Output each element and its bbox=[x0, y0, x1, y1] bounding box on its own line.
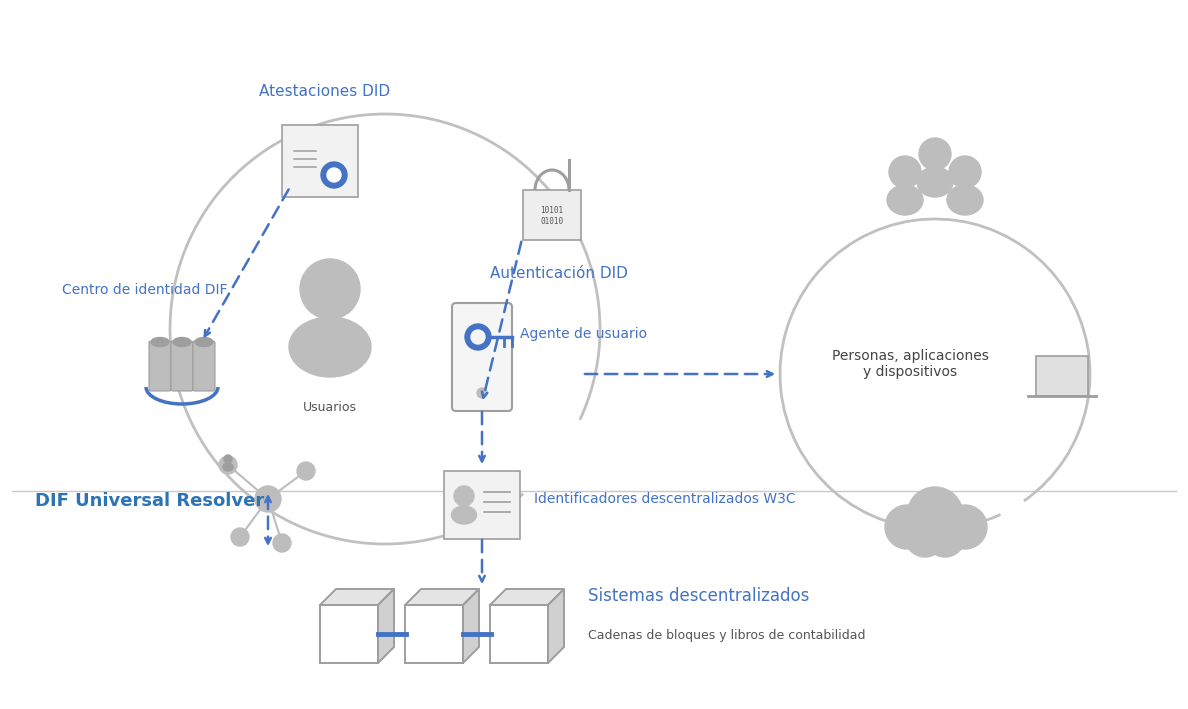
Ellipse shape bbox=[451, 506, 476, 524]
Circle shape bbox=[943, 505, 987, 549]
Circle shape bbox=[273, 534, 291, 552]
Circle shape bbox=[327, 168, 341, 182]
Text: Atestaciones DID: Atestaciones DID bbox=[259, 84, 391, 99]
Polygon shape bbox=[463, 589, 479, 663]
FancyBboxPatch shape bbox=[148, 341, 171, 391]
Text: DIF Universal Resolver: DIF Universal Resolver bbox=[34, 492, 264, 510]
Circle shape bbox=[470, 330, 485, 344]
Text: Personas, aplicaciones
y dispositivos: Personas, aplicaciones y dispositivos bbox=[832, 349, 988, 379]
Circle shape bbox=[925, 517, 965, 557]
Circle shape bbox=[219, 456, 236, 474]
Circle shape bbox=[885, 505, 929, 549]
Circle shape bbox=[225, 455, 232, 463]
Text: Agente de usuario: Agente de usuario bbox=[520, 327, 647, 341]
Circle shape bbox=[906, 487, 963, 543]
Polygon shape bbox=[489, 589, 564, 605]
Circle shape bbox=[230, 528, 249, 546]
Ellipse shape bbox=[947, 185, 982, 215]
Circle shape bbox=[478, 388, 487, 398]
FancyBboxPatch shape bbox=[451, 303, 512, 411]
Text: Usuarios: Usuarios bbox=[303, 401, 358, 414]
Text: Sistemas descentralizados: Sistemas descentralizados bbox=[588, 587, 809, 605]
Ellipse shape bbox=[173, 337, 191, 347]
Ellipse shape bbox=[195, 337, 213, 347]
Text: 10101
01010: 10101 01010 bbox=[541, 206, 563, 225]
Ellipse shape bbox=[887, 185, 923, 215]
Ellipse shape bbox=[917, 167, 953, 197]
Polygon shape bbox=[378, 589, 394, 663]
Text: Autenticación DID: Autenticación DID bbox=[489, 266, 628, 281]
Circle shape bbox=[905, 517, 944, 557]
FancyBboxPatch shape bbox=[282, 125, 358, 197]
FancyBboxPatch shape bbox=[1036, 356, 1088, 396]
Polygon shape bbox=[489, 605, 548, 663]
Ellipse shape bbox=[289, 317, 371, 377]
Polygon shape bbox=[405, 589, 479, 605]
Circle shape bbox=[301, 259, 360, 319]
Polygon shape bbox=[320, 605, 378, 663]
Circle shape bbox=[255, 486, 282, 512]
Polygon shape bbox=[320, 589, 394, 605]
Text: Cadenas de bloques y libros de contabilidad: Cadenas de bloques y libros de contabili… bbox=[588, 630, 866, 642]
Text: Identificadores descentralizados W3C: Identificadores descentralizados W3C bbox=[533, 492, 796, 506]
FancyBboxPatch shape bbox=[171, 341, 192, 391]
Ellipse shape bbox=[151, 337, 169, 347]
Polygon shape bbox=[405, 605, 463, 663]
Circle shape bbox=[949, 156, 981, 188]
Circle shape bbox=[465, 324, 491, 350]
Text: Centro de identidad DIF: Centro de identidad DIF bbox=[62, 283, 227, 297]
FancyBboxPatch shape bbox=[192, 341, 215, 391]
FancyBboxPatch shape bbox=[523, 190, 581, 240]
Circle shape bbox=[889, 156, 921, 188]
Circle shape bbox=[920, 138, 952, 170]
Circle shape bbox=[321, 162, 347, 188]
Circle shape bbox=[297, 462, 315, 480]
Circle shape bbox=[454, 486, 474, 506]
Ellipse shape bbox=[223, 463, 233, 471]
Polygon shape bbox=[548, 589, 564, 663]
FancyBboxPatch shape bbox=[444, 471, 520, 539]
